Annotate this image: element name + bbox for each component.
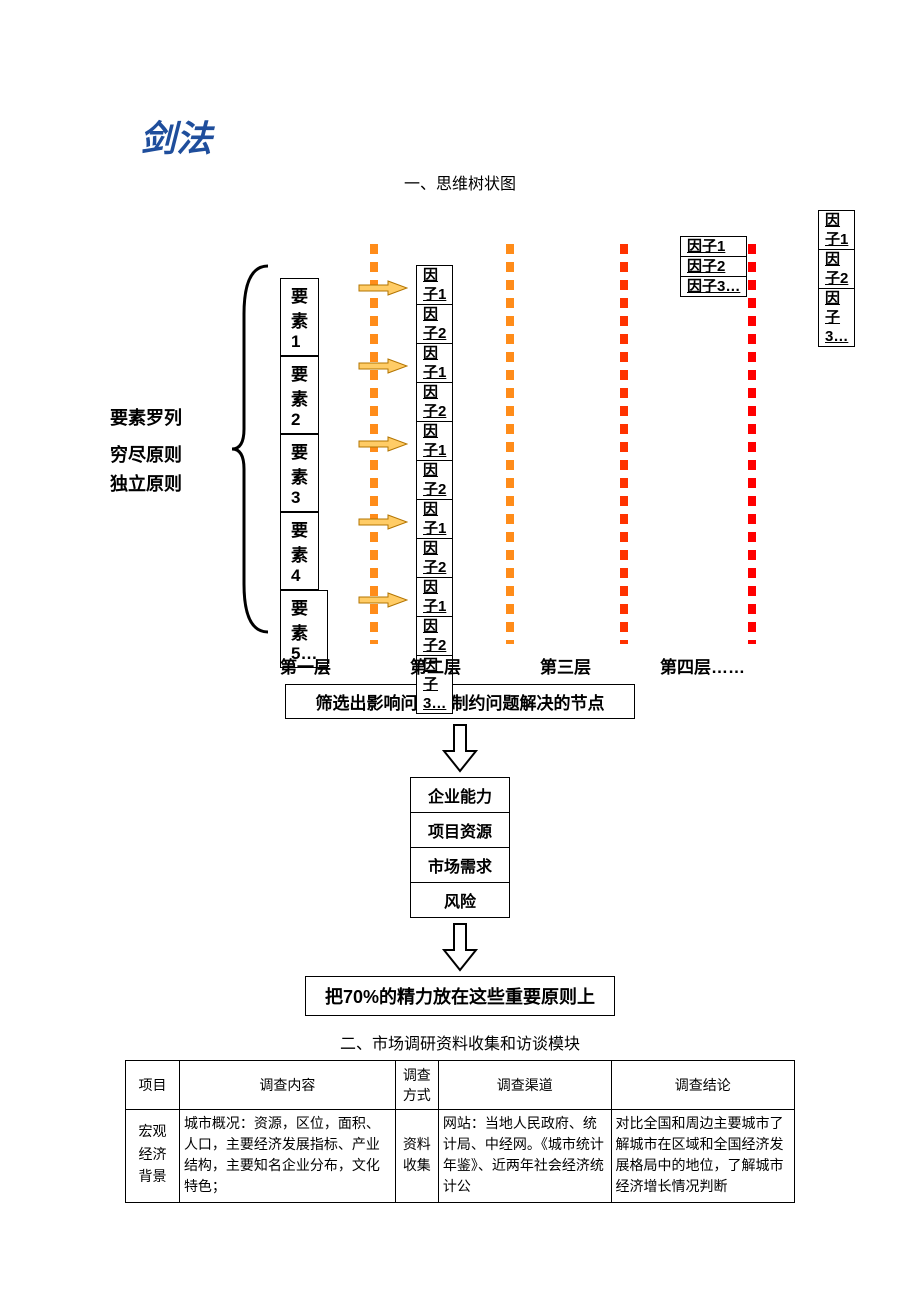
layer-4-label: 第四层…… [660,653,745,678]
table-cell: 对比全国和周边主要城市了解城市在区域和全国经济发展格局中的地位，了解城市经济增长… [611,1110,794,1203]
factor-cell: 因子2 [416,460,453,499]
element-box: 要素1 [280,278,319,356]
layer-1-label: 第一层 [280,653,410,678]
layer-3-label: 第三层 [540,653,660,678]
left-line1: 要素罗列 [110,404,182,433]
table-header-cell: 调查方式 [395,1061,438,1110]
filter-box: 筛选出影响问题、制约问题解决的节点 [285,684,635,719]
h-arrow-icon [358,358,408,374]
factor-cell: 因子1 [818,210,855,249]
tree-left-label: 要素罗列 穷尽原则 独立原则 [110,404,182,498]
factor-cell: 因子3… [680,276,747,297]
factor-cell: 因子1 [416,343,453,382]
mid-stack: 企业能力项目资源市场需求风险 [410,777,510,918]
factor-cell: 因子1 [680,236,747,256]
mid-stack-item: 项目资源 [410,812,510,847]
table-cell: 城市概况：资源，区位，面积、人口，主要经济发展指标、产业结构，主要知名企业分布，… [179,1110,395,1203]
mid-stack-item: 市场需求 [410,847,510,882]
factor-cell: 因子3… [818,288,855,347]
curly-brace [230,264,270,634]
h-arrow-icon [358,280,408,296]
factor-cell: 因子2 [680,256,747,276]
table-header-cell: 调查内容 [179,1061,395,1110]
table-cell: 资料收集 [395,1110,438,1203]
factor-cell: 因子2 [416,538,453,577]
standalone-factor-stack-2: 因子1因子2因子3… [818,210,855,347]
factor-cell: 因子2 [416,304,453,343]
tree-diagram: 要素罗列 穷尽原则 独立原则 要素1因子1因子2因子3…要素2因子1因子2因子3… [120,224,800,684]
element-box: 要素4 [280,512,319,590]
h-arrow-icon [358,436,408,452]
logo: 剑法 [140,110,212,162]
table-cell: 网站：当地人民政府、统计局、中经网。《城市统计年鉴》、近两年社会经济统计公 [438,1110,611,1203]
factor-cell: 因子1 [416,577,453,616]
section2-title: 二、市场调研资料收集和访谈模块 [120,1030,800,1054]
down-arrow-1 [440,723,480,773]
mid-stack-item: 风险 [410,882,510,918]
factor-cell: 因子2 [416,382,453,421]
vline-4 [748,244,756,644]
factor-cell: 因子2 [416,616,453,655]
layer-2-label: 第二层 [410,653,540,678]
survey-data-row: 宏观经济背景城市概况：资源，区位，面积、人口，主要经济发展指标、产业结构，主要知… [126,1110,795,1203]
table-cell: 宏观经济背景 [126,1110,180,1203]
left-line3: 独立原则 [110,470,182,499]
factor-cell: 因子1 [416,499,453,538]
factor-cell: 因子1 [416,265,453,304]
factor-stack: 因子1因子2因子3… [416,577,453,714]
standalone-factor-stack-1: 因子1因子2因子3… [680,236,747,297]
final-box: 把70%的精力放在这些重要原则上 [305,976,615,1016]
table-header-cell: 调查渠道 [438,1061,611,1110]
mid-stack-item: 企业能力 [410,777,510,812]
factor-cell: 因子1 [416,421,453,460]
vline-3 [620,244,628,644]
factor-cell: 因子2 [818,249,855,288]
layer-labels: 第一层 第二层 第三层 第四层…… [280,653,800,678]
h-arrow-icon [358,514,408,530]
h-arrow-icon [358,592,408,608]
survey-table: 项目调查内容调查方式调查渠道调查结论 宏观经济背景城市概况：资源，区位，面积、人… [125,1060,795,1203]
vline-2 [506,244,514,644]
left-line2: 穷尽原则 [110,441,182,470]
element-box: 要素2 [280,356,319,434]
section1-title: 一、思维树状图 [120,170,800,194]
element-box: 要素3 [280,434,319,512]
table-header-cell: 调查结论 [611,1061,794,1110]
down-arrow-2 [440,922,480,972]
survey-header-row: 项目调查内容调查方式调查渠道调查结论 [126,1061,795,1110]
table-header-cell: 项目 [126,1061,180,1110]
